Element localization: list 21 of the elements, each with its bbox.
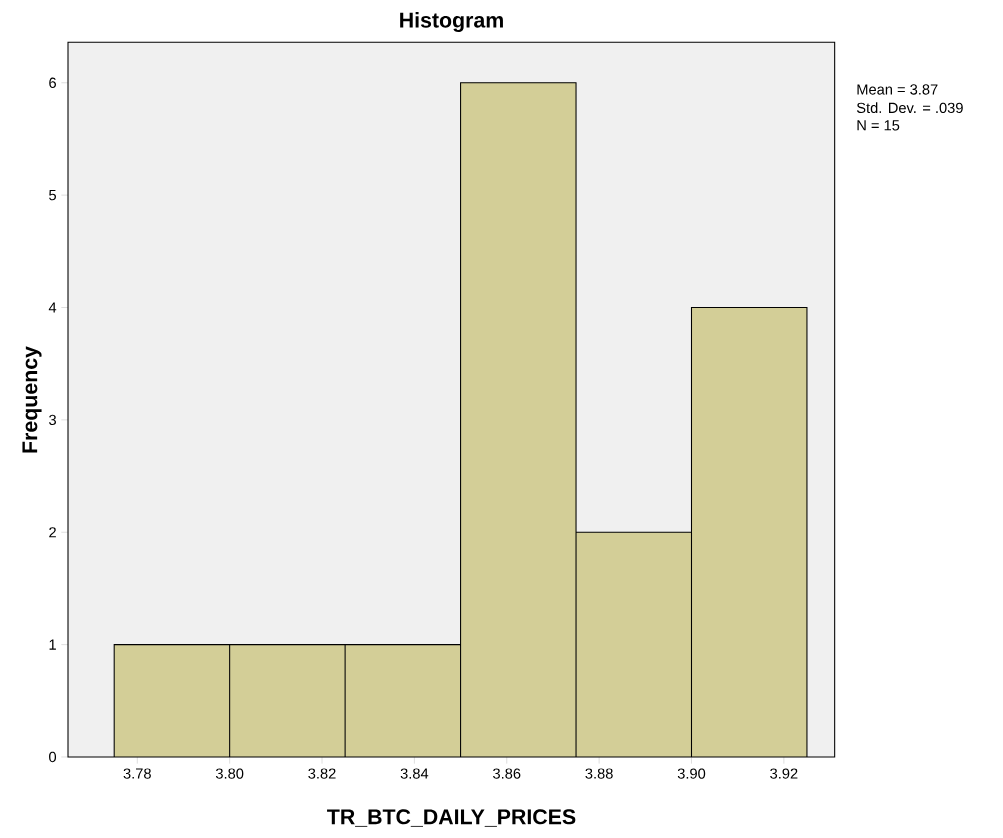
text: Std. Dev. = .039 xyxy=(856,102,963,114)
y-tick-label: 4 xyxy=(48,302,57,313)
y-tick-label: 6 xyxy=(49,77,56,88)
y-tick-label: 5 xyxy=(49,190,56,201)
x-tick-label: 3.86 xyxy=(493,768,521,779)
y-axis-title: Frequency xyxy=(22,346,42,453)
y-tick-label: 2 xyxy=(49,527,56,538)
x-tick-label: 3.90 xyxy=(677,768,706,779)
chart-title: Histogram xyxy=(400,12,503,32)
x-tick-label: 3.80 xyxy=(215,768,244,779)
x-tick-label: 3.82 xyxy=(308,768,336,779)
text: Mean = 3.87 xyxy=(857,84,938,95)
y-tick-label: 1 xyxy=(49,639,56,650)
x-tick-label: 3.78 xyxy=(123,768,151,779)
y-tick-label: 3 xyxy=(49,414,56,426)
y-tick-label: 0 xyxy=(49,751,57,763)
x-tick-label: 3.92 xyxy=(770,768,798,779)
x-tick-label: 3.84 xyxy=(400,768,429,779)
x-tick-label: 3.88 xyxy=(585,768,613,779)
text: N = 15 xyxy=(857,120,900,131)
x-axis-title: TR_BTC_DAILY_PRICES xyxy=(327,809,576,827)
